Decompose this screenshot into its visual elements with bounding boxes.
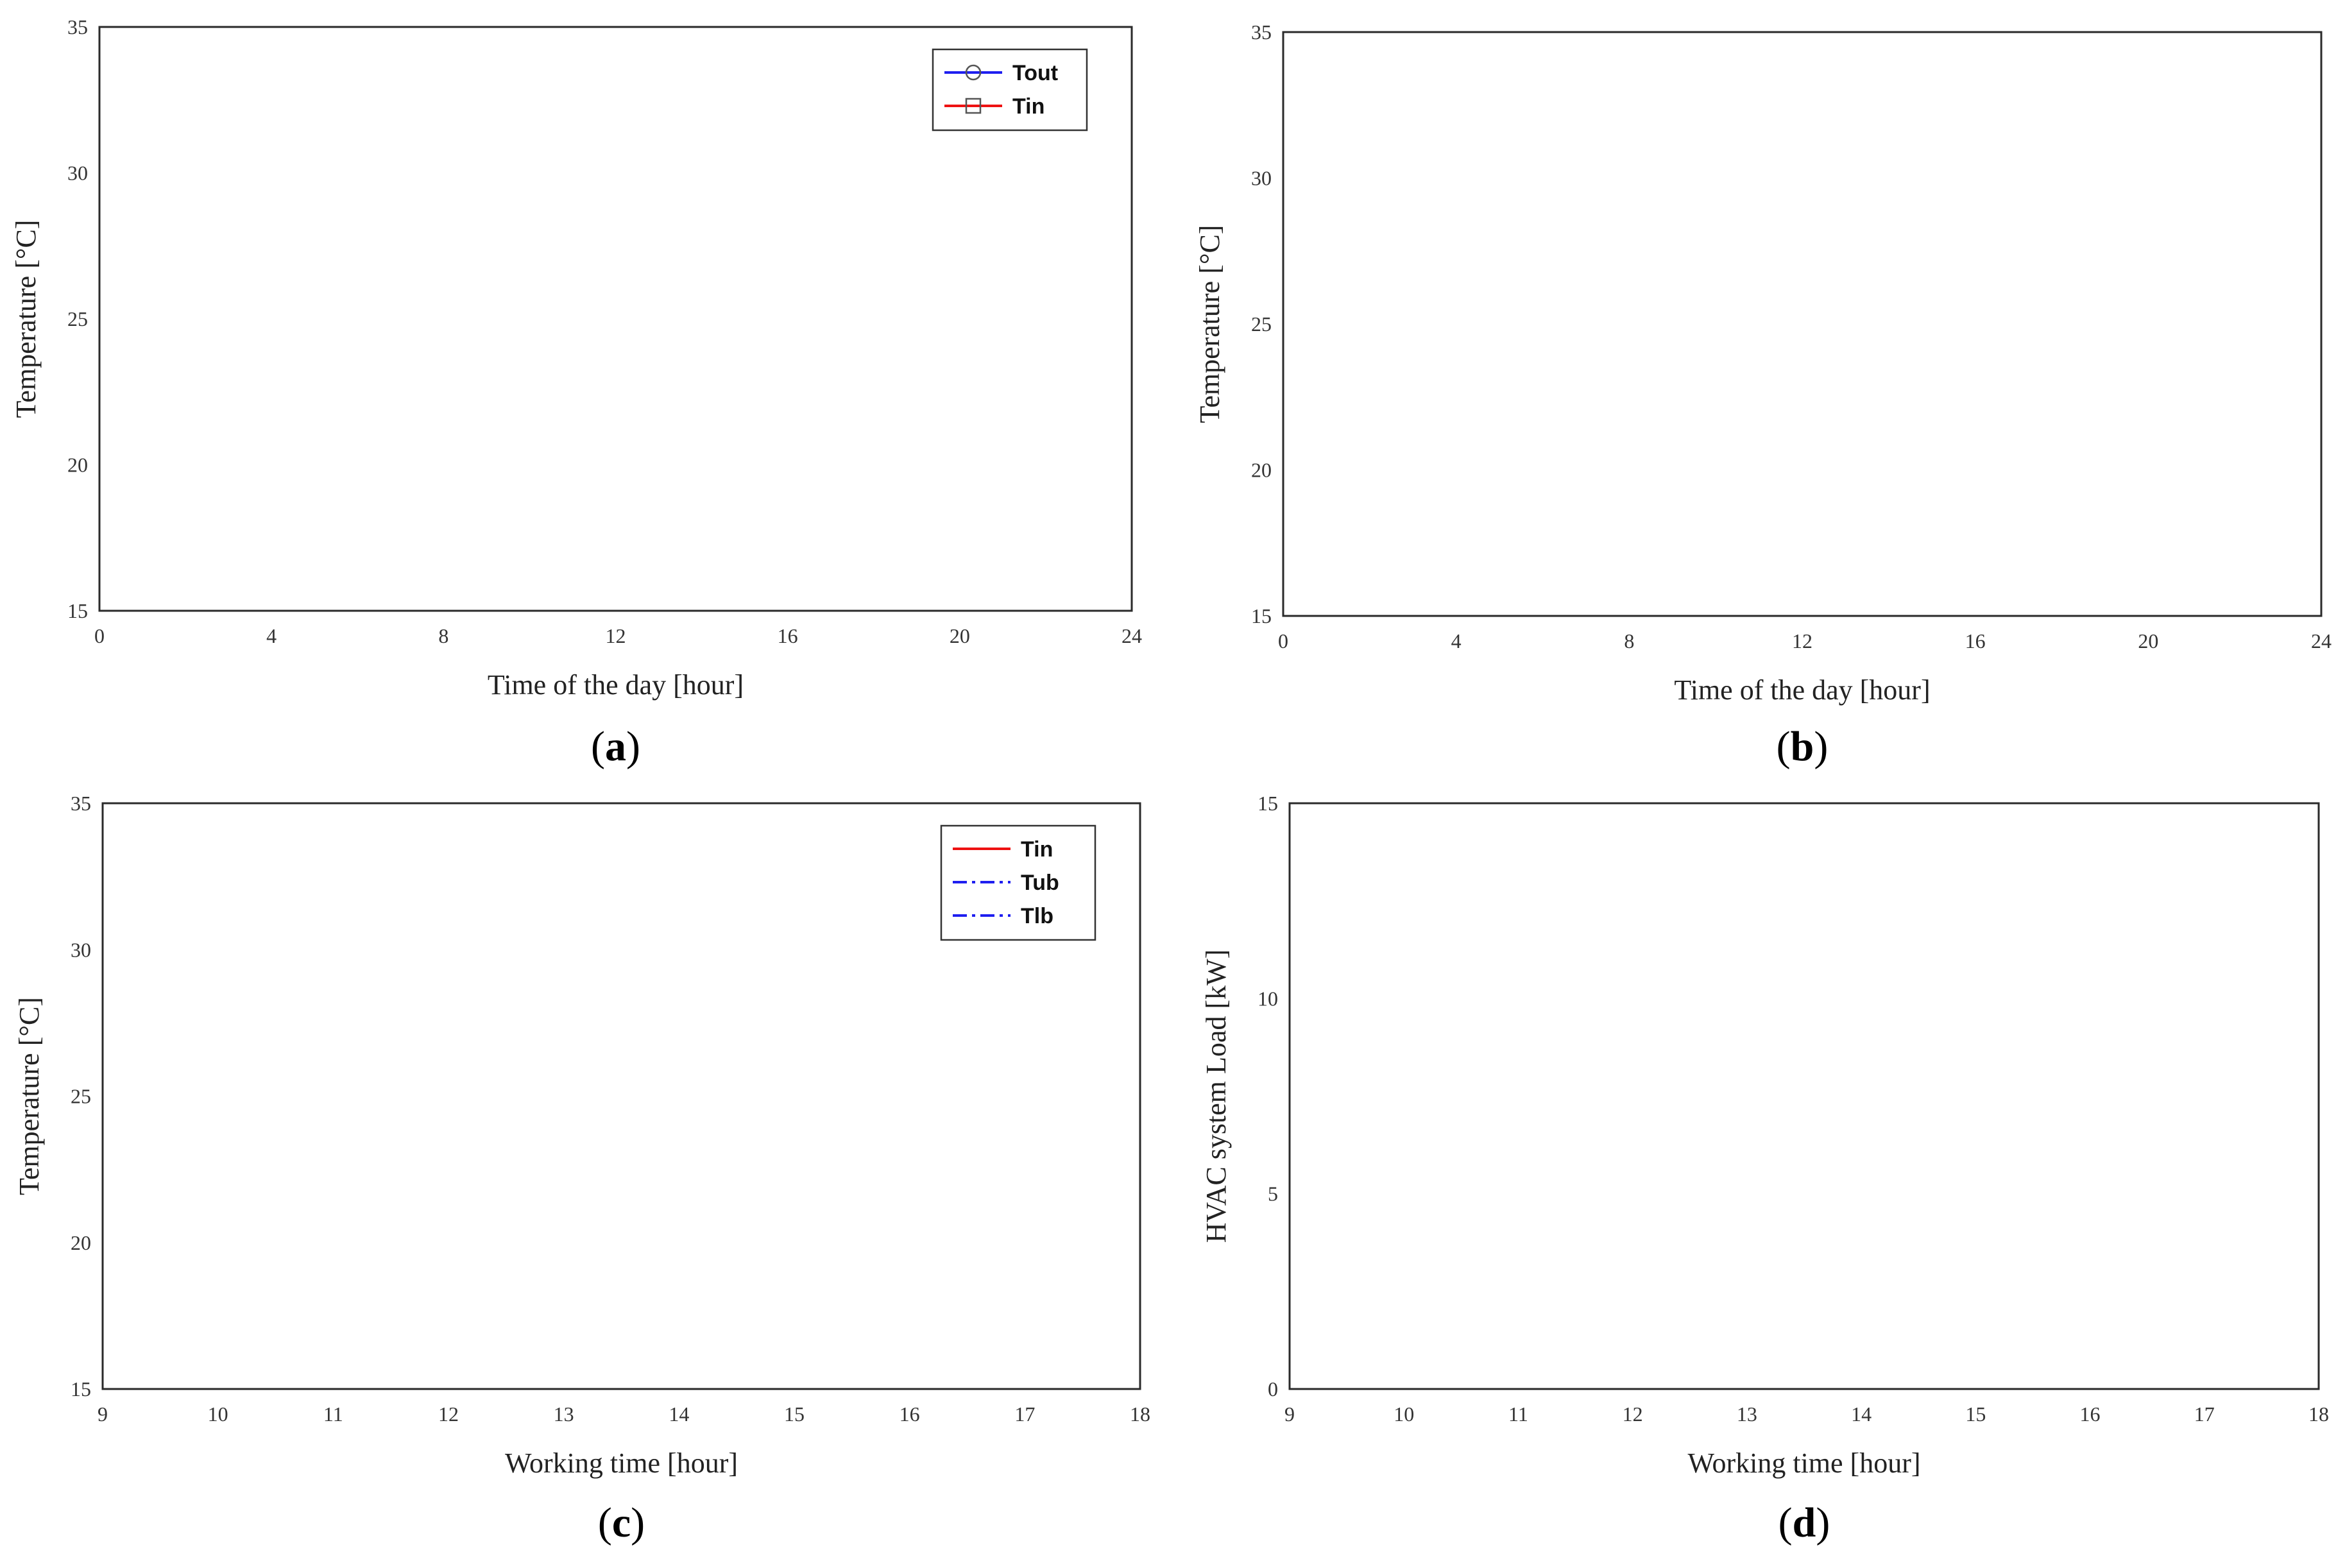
panel-label-open: ( xyxy=(591,723,605,770)
x-tick-label: 12 xyxy=(1623,1402,1643,1426)
y-tick-label: 15 xyxy=(1258,792,1278,815)
y-tick-label: 25 xyxy=(71,1085,91,1108)
y-tick-label: 30 xyxy=(1251,167,1272,190)
chart-panel-d: 9 10 11 12 13 14 15 16 17 18 0 5 10 15 Working time [h… xyxy=(1200,792,2329,1546)
x-tick-label: 12 xyxy=(606,624,626,647)
y-axis-label: HVAC system Load [kW] xyxy=(1200,950,1232,1243)
plot-frame xyxy=(1288,802,2320,1390)
legend-marker-square xyxy=(965,98,982,114)
panel-label: (b) xyxy=(1777,723,1829,770)
legend-box xyxy=(932,48,1088,132)
x-axis-label: Time of the day [hour] xyxy=(1674,674,1930,706)
y-tick-label: 35 xyxy=(67,15,88,38)
x-tick-label: 9 xyxy=(98,1402,108,1426)
x-tick-label: 17 xyxy=(1014,1402,1035,1426)
x-tick-label: 24 xyxy=(2311,629,2332,652)
panel-label-close: ) xyxy=(626,723,640,770)
y-tick-label: 10 xyxy=(1258,987,1278,1010)
panel-label-open: ( xyxy=(1778,1499,1793,1546)
y-tick-label: 20 xyxy=(1251,459,1272,482)
x-tick-label: 13 xyxy=(1737,1402,1757,1426)
x-tick-label: 16 xyxy=(1965,629,1986,652)
legend-label: Tin xyxy=(1012,94,1045,119)
y-tick-label: 0 xyxy=(1268,1377,1278,1401)
y-tick-label: 15 xyxy=(1251,604,1272,627)
panel-label-letter: c xyxy=(612,1499,631,1546)
chart-panel-b: 0 4 8 12 16 20 24 15 20 25 30 35 Time of the day [ho… xyxy=(1194,21,2332,770)
x-tick-label: 18 xyxy=(2308,1402,2329,1426)
y-tick-label: 25 xyxy=(67,307,88,330)
x-tick-label: 14 xyxy=(1851,1402,1872,1426)
x-tick-label: 12 xyxy=(438,1402,459,1426)
legend-label: Tlb xyxy=(1021,904,1053,928)
panel-label: (a) xyxy=(591,723,640,770)
panel-label: (c) xyxy=(598,1499,645,1546)
y-tick-label: 15 xyxy=(71,1377,91,1401)
x-tick-label: 8 xyxy=(1624,629,1634,652)
y-tick-label: 20 xyxy=(71,1231,91,1254)
panel-label-close: ) xyxy=(1816,1499,1830,1546)
x-tick-label: 12 xyxy=(1792,629,1812,652)
legend-marker-circle xyxy=(965,64,982,81)
panel-label-close: ) xyxy=(631,1499,645,1546)
x-tick-label: 20 xyxy=(950,624,970,647)
y-tick-label: 35 xyxy=(71,792,91,815)
chart-panel-c: 9 10 11 12 13 14 15 16 17 18 15 20 25 30 35 Working tim… xyxy=(13,792,1150,1546)
legend-label: Tout xyxy=(1012,61,1058,85)
x-tick-label: 16 xyxy=(2080,1402,2101,1426)
y-tick-label: 25 xyxy=(1251,312,1272,336)
x-axis-label: Working time [hour] xyxy=(1687,1447,1920,1479)
x-tick-label: 15 xyxy=(1965,1402,1986,1426)
y-tick-label: 20 xyxy=(67,454,88,477)
y-tick-label: 35 xyxy=(1251,21,1272,44)
x-tick-label: 0 xyxy=(1278,629,1288,652)
y-tick-label: 30 xyxy=(71,938,91,961)
panel-label-letter: a xyxy=(605,723,626,770)
panel-label-open: ( xyxy=(1777,723,1791,770)
panel-label-open: ( xyxy=(598,1499,612,1546)
y-tick-label: 30 xyxy=(67,162,88,185)
legend-label: Tub xyxy=(1021,871,1059,895)
x-tick-label: 4 xyxy=(266,624,277,647)
panel-label-letter: d xyxy=(1793,1499,1816,1546)
legend: Tout Tin xyxy=(932,48,1088,132)
x-tick-label: 9 xyxy=(1284,1402,1295,1426)
x-tick-label: 17 xyxy=(2194,1402,2215,1426)
x-tick-label: 10 xyxy=(208,1402,228,1426)
y-tick-label: 15 xyxy=(67,599,88,622)
x-tick-label: 11 xyxy=(1508,1402,1528,1426)
x-tick-label: 0 xyxy=(94,624,105,647)
x-tick-label: 8 xyxy=(438,624,448,647)
x-tick-label: 18 xyxy=(1130,1402,1150,1426)
x-tick-label: 15 xyxy=(784,1402,805,1426)
x-tick-label: 10 xyxy=(1394,1402,1414,1426)
panel-label: (d) xyxy=(1778,1499,1830,1546)
x-tick-label: 20 xyxy=(2138,629,2158,652)
y-axis-label: Temperature [°C] xyxy=(10,220,42,418)
panel-label-letter: b xyxy=(1791,723,1814,770)
x-tick-label: 14 xyxy=(669,1402,689,1426)
y-axis-label: Temperature [°C] xyxy=(1194,225,1225,423)
chart-panel-a: 0 4 8 12 16 20 24 15 20 25 30 35 Time of the day [ho… xyxy=(10,15,1142,770)
panel-label-close: ) xyxy=(1814,723,1828,770)
y-tick-label: 5 xyxy=(1268,1182,1278,1206)
legend-label: Tin xyxy=(1021,837,1053,862)
x-axis-label: Time of the day [hour] xyxy=(488,669,744,701)
legend: Tin Tub Tlb xyxy=(940,824,1096,941)
x-tick-label: 11 xyxy=(323,1402,343,1426)
x-tick-label: 16 xyxy=(778,624,798,647)
x-tick-label: 24 xyxy=(1121,624,1142,647)
y-axis-label: Temperature [°C] xyxy=(13,997,45,1195)
x-tick-label: 4 xyxy=(1451,629,1462,652)
x-tick-label: 13 xyxy=(554,1402,574,1426)
x-tick-label: 16 xyxy=(900,1402,920,1426)
plot-frame xyxy=(1282,31,2323,617)
x-axis-label: Working time [hour] xyxy=(505,1447,738,1479)
